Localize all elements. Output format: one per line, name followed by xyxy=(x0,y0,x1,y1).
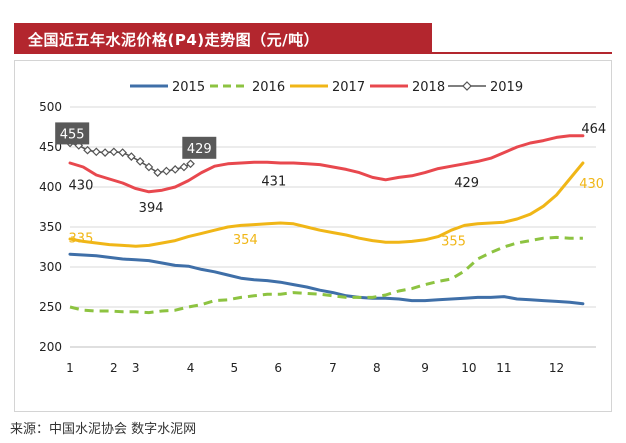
series-marker-2019 xyxy=(135,157,145,166)
series-marker-2019 xyxy=(170,165,180,174)
series-marker-2019 xyxy=(179,162,189,172)
title-underline xyxy=(14,52,612,54)
data-label-box xyxy=(55,122,90,145)
legend-marker-2019 xyxy=(462,81,472,91)
series-line-2015 xyxy=(68,252,585,306)
x-tick-label: 10 xyxy=(461,361,476,375)
series-marker-2019 xyxy=(186,159,195,169)
y-tick-label: 250 xyxy=(39,300,62,314)
series-marker-2019 xyxy=(162,166,171,176)
legend-label-2018: 2018 xyxy=(412,80,445,95)
data-label: 429 xyxy=(454,176,479,191)
data-label: 355 xyxy=(441,235,466,250)
x-tick-label: 1 xyxy=(66,361,74,375)
y-tick-label: 350 xyxy=(39,220,62,234)
x-tick-label: 4 xyxy=(187,361,195,375)
series-line-2018 xyxy=(68,134,585,194)
series-marker-2019 xyxy=(83,145,92,155)
y-tick-label: 500 xyxy=(39,100,62,114)
data-label: 464 xyxy=(581,122,606,137)
data-label: 430 xyxy=(69,179,94,194)
series-marker-2019 xyxy=(109,147,119,157)
x-tick-label: 11 xyxy=(496,361,511,375)
series-marker-2019 xyxy=(144,162,154,172)
y-tick-label: 300 xyxy=(39,260,62,274)
series-marker-2019 xyxy=(100,148,110,157)
legend-label-2019: 2019 xyxy=(490,80,523,95)
y-tick-label: 400 xyxy=(39,180,62,194)
data-labels: 455 429 430 394 431 429 464 335 354 355 430 xyxy=(55,122,606,250)
series-line-2017 xyxy=(68,161,585,248)
x-axis: 1 2 3 4 5 6 7 8 9 10 11 12 xyxy=(66,361,564,375)
data-label: 335 xyxy=(69,231,94,246)
x-tick-label: 2 xyxy=(110,361,118,375)
legend-label-2017: 2017 xyxy=(332,80,365,95)
series-marker-2019 xyxy=(127,152,136,161)
legend-label-2015: 2015 xyxy=(172,80,205,95)
x-tick-label: 5 xyxy=(231,361,239,375)
y-tick-label: 200 xyxy=(39,340,62,354)
chart-frame xyxy=(14,60,612,412)
title-banner: 全国近五年水泥价格(P4)走势图（元/吨） xyxy=(14,23,432,53)
series-marker-2019 xyxy=(118,148,127,157)
series-marker-2019 xyxy=(153,168,163,177)
data-label: 455 xyxy=(60,127,85,142)
x-tick-label: 7 xyxy=(329,361,337,375)
x-tick-label: 8 xyxy=(373,361,381,375)
series-lines xyxy=(65,134,585,315)
grid xyxy=(70,106,596,348)
series-marker-2019 xyxy=(91,147,101,157)
source-note: 来源：中国水泥协会 数字水泥网 xyxy=(10,422,197,437)
data-label: 429 xyxy=(187,142,212,157)
data-label: 430 xyxy=(579,177,604,192)
data-label-box xyxy=(182,136,217,159)
legend: 2015 2016 2017 2018 2019 xyxy=(130,80,523,95)
x-tick-label: 12 xyxy=(549,361,564,375)
chart-title: 全国近五年水泥价格(P4)走势图（元/吨） xyxy=(28,31,320,49)
data-label: 394 xyxy=(139,201,164,216)
x-tick-label: 3 xyxy=(132,361,140,375)
series-line-2016 xyxy=(69,235,583,315)
legend-label-2016: 2016 xyxy=(252,80,285,95)
x-tick-label: 6 xyxy=(274,361,282,375)
data-label: 354 xyxy=(233,233,258,248)
x-tick-label: 9 xyxy=(421,361,429,375)
data-label: 431 xyxy=(261,175,286,190)
